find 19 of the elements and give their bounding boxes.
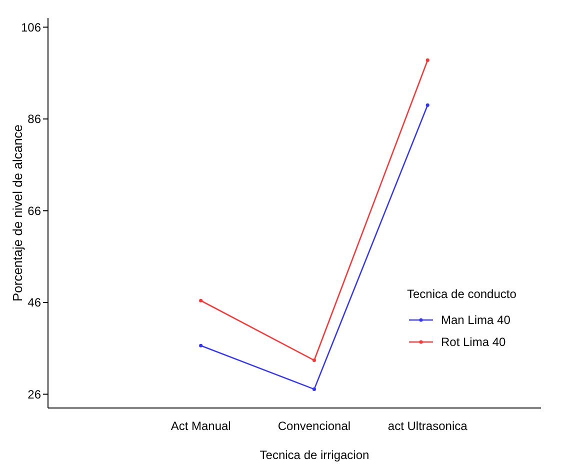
legend-label: Rot Lima 40 — [441, 335, 506, 350]
x-tick-label: act Ultrasonica — [388, 419, 468, 433]
y-tick-label: 86 — [28, 112, 42, 126]
x-tick-label: Convencional — [278, 419, 351, 433]
y-tick-label: 26 — [28, 387, 42, 402]
y-axis-title: Porcentaje de nivel de alcance — [10, 124, 25, 302]
x-axis-title: Tecnica de irrigacion — [260, 448, 370, 462]
point — [312, 358, 316, 362]
point — [199, 344, 203, 348]
legend-title: Tecnica de conducto — [407, 287, 517, 301]
x-tick-label: Act Manual — [170, 419, 231, 433]
legend-label: Man Lima 40 — [441, 313, 511, 328]
point — [426, 58, 430, 62]
y-tick-label: 46 — [28, 296, 42, 310]
point — [426, 103, 430, 107]
y-tick-label: 66 — [28, 204, 42, 218]
point — [199, 298, 203, 302]
point — [312, 387, 316, 391]
y-tick-label: 106 — [20, 20, 42, 34]
